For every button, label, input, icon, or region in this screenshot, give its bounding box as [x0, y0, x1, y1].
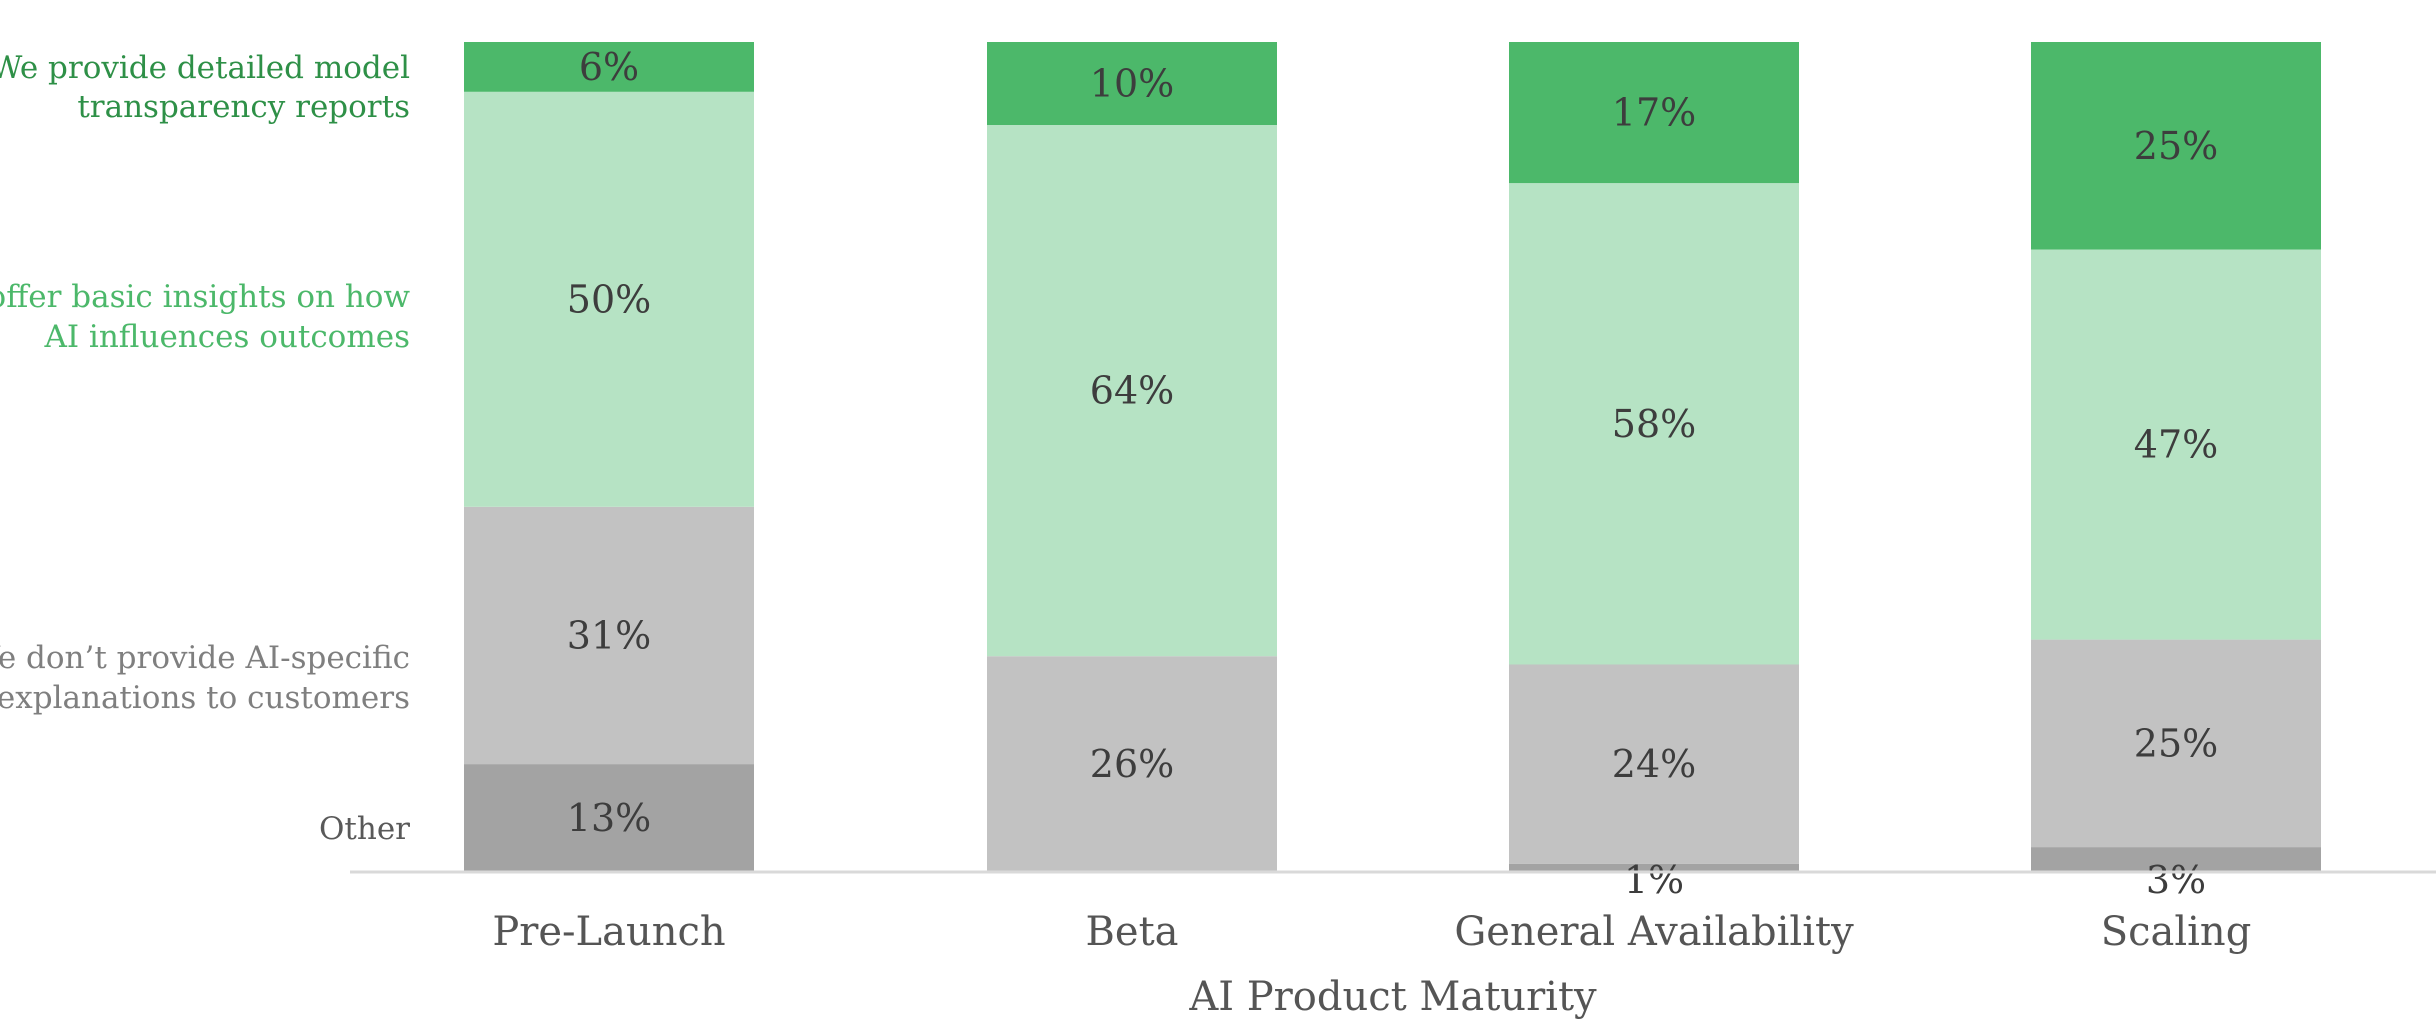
bars-group: [464, 42, 2321, 872]
category-label-scaling: Scaling: [2101, 909, 2252, 955]
bar-segment-general-availability-series-1: [1509, 664, 1799, 864]
bar-segment-general-availability-series-3: [1509, 42, 1799, 184]
data-label-general-availability-series-1: 24%: [1612, 742, 1696, 786]
bar-segment-beta-series-2: [987, 125, 1277, 657]
segment-labels-group: 13% 31% 50% 6% 26% 64% 10% 1% 24% 58% 17% 3% 25% 47% 2…: [567, 45, 2218, 902]
legend-label-series-3-line-1: transparency reports: [77, 89, 410, 125]
bar-segment-pre-launch-series-0: [464, 764, 754, 872]
bar-segment-general-availability-series-0: [1509, 863, 1799, 872]
data-label-beta-series-2: 64%: [1090, 369, 1174, 413]
bar-segment-pre-launch-series-3: [464, 42, 754, 92]
data-label-beta-series-1: 26%: [1090, 742, 1174, 786]
bar-segment-general-availability-series-2: [1509, 183, 1799, 665]
legend-group: Other We don’t provide AI-specific explana…: [0, 50, 410, 847]
bar-segment-beta-series-3: [987, 42, 1277, 125]
data-label-scaling-series-1: 25%: [2134, 721, 2218, 765]
legend-label-series-0-line-0: Other: [319, 811, 410, 847]
data-label-beta-series-3: 10%: [1090, 62, 1174, 106]
data-label-pre-launch-series-0: 13%: [567, 796, 651, 840]
bar-segment-scaling-series-0: [2031, 847, 2321, 872]
bar-segment-scaling-series-2: [2031, 249, 2321, 640]
data-label-pre-launch-series-3: 6%: [579, 45, 639, 89]
legend-label-series-2-line-1: AI influences outcomes: [43, 319, 410, 355]
legend-label-series-1-line-0: We don’t provide AI-specific: [0, 640, 410, 676]
legend-label-series-1-line-1: explanations to customers: [0, 680, 410, 716]
data-label-pre-launch-series-1: 31%: [567, 613, 651, 657]
category-label-beta: Beta: [1086, 909, 1179, 955]
data-label-pre-launch-series-2: 50%: [567, 277, 651, 321]
data-label-general-availability-series-3: 17%: [1612, 91, 1696, 135]
category-labels-group: Pre-Launch Beta General Availability Scalin…: [492, 909, 2251, 955]
bar-segment-pre-launch-series-1: [464, 506, 754, 765]
x-axis-title: AI Product Maturity: [1188, 974, 1597, 1020]
bar-segment-beta-series-1: [987, 656, 1277, 872]
bar-segment-pre-launch-series-2: [464, 91, 754, 507]
data-label-scaling-series-3: 25%: [2134, 124, 2218, 168]
data-label-general-availability-series-2: 58%: [1612, 402, 1696, 446]
category-label-general-availability: General Availability: [1454, 909, 1854, 955]
data-label-scaling-series-0: 3%: [2146, 858, 2206, 902]
data-label-scaling-series-2: 47%: [2134, 423, 2218, 467]
legend-label-series-2-line-0: We offer basic insights on how: [0, 279, 410, 315]
bar-segment-scaling-series-1: [2031, 639, 2321, 848]
legend-label-series-3-line-0: We provide detailed model: [0, 50, 410, 86]
data-label-general-availability-series-0: 1%: [1624, 858, 1684, 902]
bar-segment-scaling-series-3: [2031, 42, 2321, 250]
category-label-pre-launch: Pre-Launch: [492, 909, 725, 955]
